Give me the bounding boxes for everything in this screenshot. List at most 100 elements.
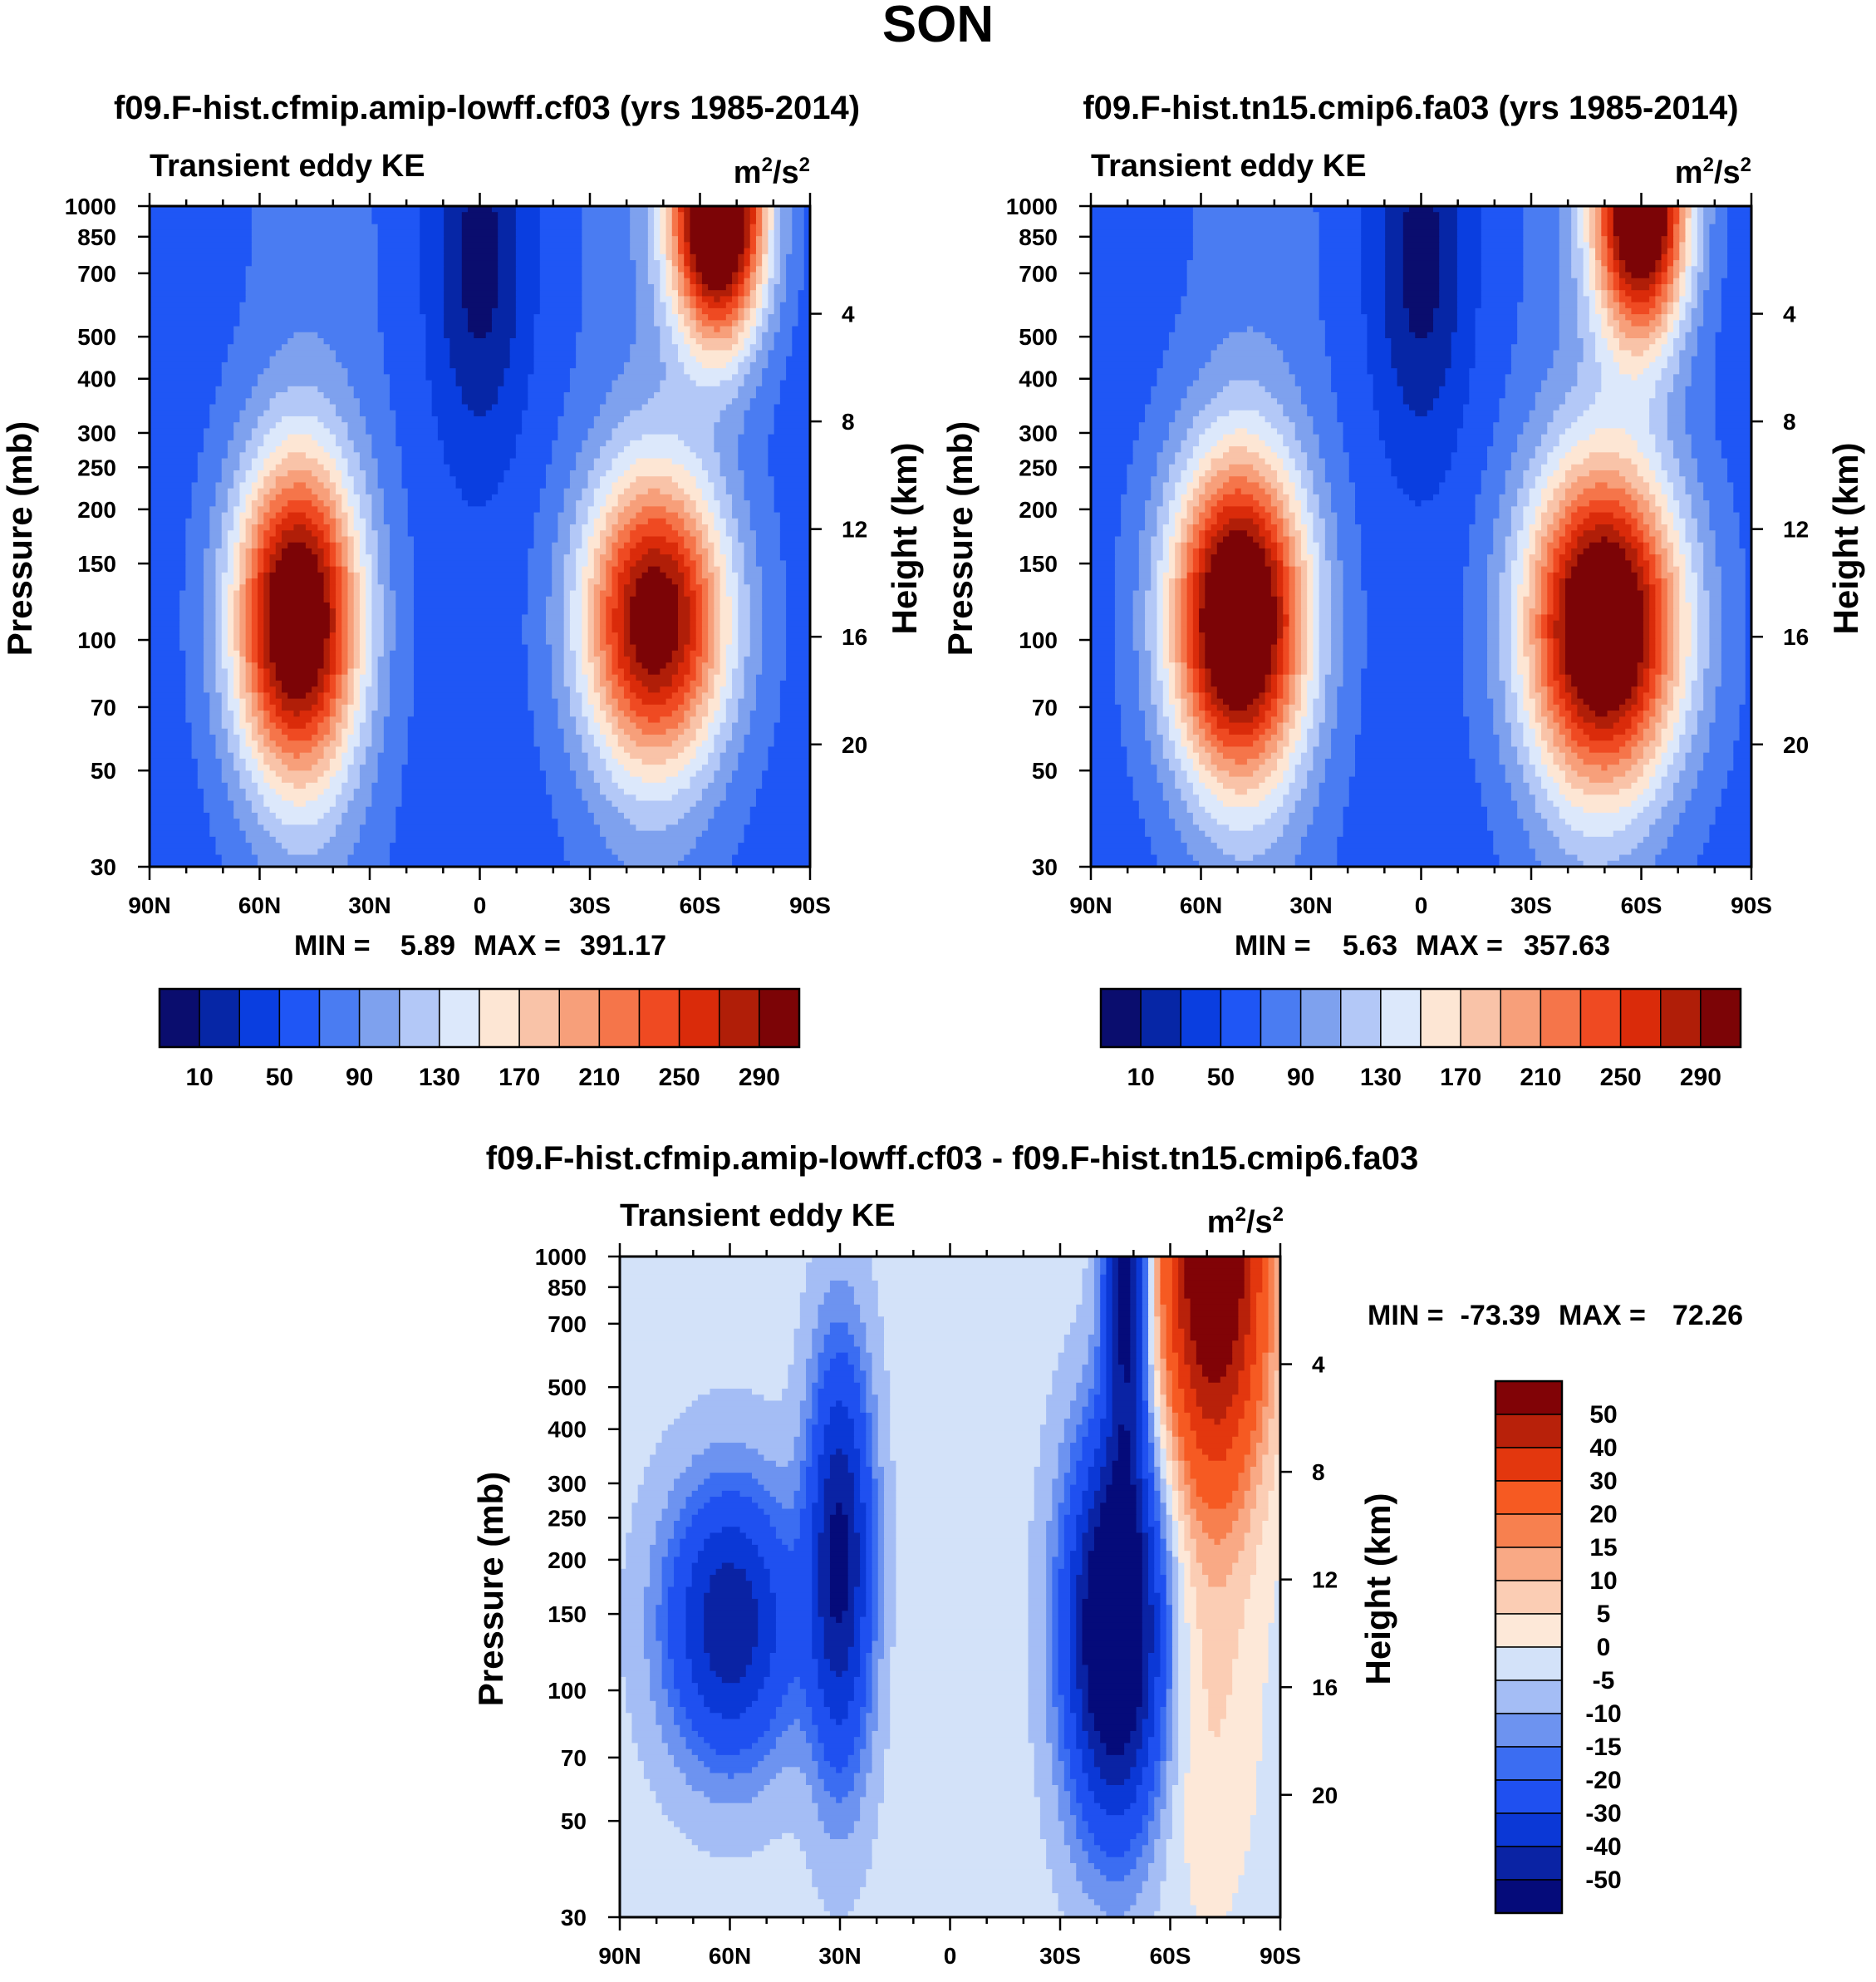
contour-cell — [1595, 218, 1602, 225]
contour-cell — [623, 584, 636, 592]
contour-cell — [150, 434, 204, 441]
contour-cell — [1432, 320, 1458, 327]
contour-cell — [239, 320, 379, 327]
contour-cell — [533, 728, 565, 735]
contour-cell — [641, 758, 667, 765]
contour-cell — [1613, 350, 1633, 357]
contour-cell — [708, 728, 721, 735]
contour-cell — [336, 464, 349, 471]
contour-cell — [245, 716, 258, 724]
contour-cell — [383, 338, 427, 345]
contour-cell — [390, 404, 433, 411]
contour-cell — [1691, 206, 1698, 213]
contour-cell — [353, 524, 366, 531]
contour-cell — [474, 410, 487, 417]
contour-cell — [576, 356, 631, 363]
contour-cell — [654, 242, 661, 249]
contour-cell — [611, 530, 619, 538]
contour-cell — [1547, 458, 1560, 465]
contour-cell — [744, 212, 751, 219]
contour-cell — [377, 290, 420, 298]
contour-cell — [695, 614, 703, 622]
contour-cell — [678, 248, 685, 255]
contour-cell — [695, 657, 709, 663]
contour-cell — [185, 542, 210, 549]
contour-cell — [678, 283, 685, 291]
contour-cell — [1619, 452, 1644, 460]
contour-cell — [1691, 368, 1716, 375]
contour-cell — [617, 674, 625, 681]
contour-cell — [1553, 518, 1560, 525]
contour-cell — [251, 392, 277, 399]
contour-cell — [1162, 524, 1176, 531]
contour-cell — [1655, 446, 1674, 453]
contour-cell — [150, 380, 223, 387]
y-tick-label: 400 — [77, 366, 116, 392]
contour-cell — [1145, 416, 1176, 423]
contour-cell — [509, 464, 547, 471]
contour-cell — [1493, 518, 1512, 525]
contour-cell — [1181, 524, 1188, 531]
contour-cell — [1402, 302, 1440, 309]
contour-cell — [1091, 500, 1122, 507]
contour-cell — [425, 350, 450, 357]
contour-cell — [582, 794, 607, 802]
contour-cell — [582, 212, 631, 219]
contour-cell — [239, 458, 253, 465]
contour-cell — [1673, 482, 1687, 489]
contour-cell — [269, 711, 277, 717]
contour-cell — [1559, 224, 1572, 231]
contour-cell — [1121, 506, 1146, 514]
contour-cell — [690, 698, 703, 706]
contour-cell — [1162, 446, 1182, 453]
contour-cell — [528, 386, 571, 393]
contour-cell — [1673, 440, 1692, 447]
contour-cell — [539, 253, 582, 261]
x-tick-label: 0 — [474, 893, 487, 918]
contour-cell — [209, 722, 223, 730]
contour-cell — [1523, 212, 1560, 219]
contour-cell — [150, 632, 180, 639]
contour-cell — [209, 506, 228, 514]
contour-cell — [1192, 242, 1320, 249]
contour-cell — [744, 206, 751, 213]
contour-cell — [725, 518, 739, 525]
contour-cell — [708, 620, 715, 627]
contour-cell — [461, 488, 498, 495]
contour-cell — [1613, 290, 1620, 298]
contour-cell — [258, 452, 271, 460]
contour-cell — [593, 548, 607, 555]
contour-cell — [1361, 260, 1386, 267]
contour-cell — [725, 704, 739, 711]
contour-cell — [263, 735, 271, 741]
contour-cell — [665, 260, 673, 267]
contour-cell — [323, 752, 336, 760]
contour-cell — [414, 662, 528, 670]
contour-cell — [1613, 356, 1656, 363]
contour-cell — [563, 590, 571, 598]
contour-cell — [725, 578, 739, 585]
contour-cell — [678, 735, 697, 741]
contour-cell — [1559, 332, 1579, 339]
contour-cell — [1607, 344, 1620, 352]
contour-cell — [263, 596, 271, 603]
contour-cell — [587, 542, 601, 549]
contour-cell — [600, 698, 607, 706]
contour-cell — [1583, 283, 1590, 291]
contour-cell — [233, 680, 241, 687]
contour-cell — [323, 548, 331, 555]
contour-cell — [150, 290, 247, 298]
contour-cell — [414, 626, 523, 633]
contour-cell — [323, 789, 342, 795]
contour-cell — [606, 668, 613, 676]
contour-cell — [1265, 518, 1272, 525]
contour-cell — [768, 302, 775, 309]
contour-cell — [269, 638, 325, 646]
contour-cell — [1415, 332, 1428, 339]
contour-cell — [738, 361, 751, 369]
contour-cell — [552, 590, 565, 598]
contour-cell — [1541, 494, 1554, 501]
contour-cell — [1289, 416, 1314, 423]
contour-cell — [401, 470, 450, 477]
contour-cell — [708, 758, 721, 765]
